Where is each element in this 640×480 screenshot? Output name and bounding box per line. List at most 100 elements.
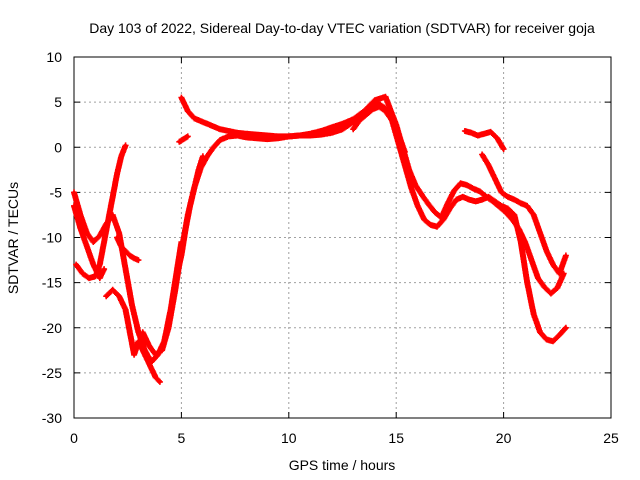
data-point: [98, 234, 102, 238]
data-point: [439, 216, 443, 220]
data-point: [491, 199, 495, 203]
data-point: [179, 96, 183, 100]
data-point: [136, 330, 141, 334]
data-point: [91, 262, 95, 267]
data-point: [362, 109, 366, 113]
data-point: [297, 133, 302, 138]
data-point: [128, 253, 132, 258]
data-point: [102, 267, 106, 271]
series-trace-b: [71, 202, 108, 282]
data-point: [186, 109, 190, 113]
data-point: [218, 138, 222, 142]
data-point: [512, 213, 516, 217]
data-point: [435, 225, 439, 229]
data-point: [115, 172, 119, 176]
data-point: [149, 366, 153, 370]
data-point: [564, 253, 568, 258]
data-point: [117, 231, 121, 235]
data-point: [358, 118, 362, 122]
data-point: [98, 262, 102, 267]
data-point: [461, 195, 465, 199]
data-point: [154, 353, 158, 357]
y-tick-label: 5: [54, 94, 62, 110]
data-point: [117, 294, 121, 298]
series-trace-j: [174, 153, 206, 277]
data-point: [452, 188, 456, 193]
data-point: [340, 122, 345, 126]
data-point: [403, 150, 407, 154]
data-point: [542, 285, 547, 289]
x-tick-label: 5: [178, 430, 186, 446]
data-point: [265, 133, 269, 138]
data-point: [227, 129, 231, 133]
y-tick-label: -15: [42, 275, 62, 291]
data-point: [454, 197, 458, 202]
data-point: [383, 95, 388, 99]
data-point: [308, 132, 312, 136]
data-point: [276, 134, 280, 139]
data-point: [205, 154, 209, 158]
data-point: [469, 131, 473, 135]
data-point: [123, 267, 128, 271]
data-point: [525, 204, 529, 208]
y-tick-label: -20: [42, 320, 62, 336]
data-point: [186, 134, 190, 139]
data-point: [564, 326, 568, 330]
data-point: [532, 312, 536, 316]
y-tick-label: -30: [42, 410, 62, 426]
data-point: [188, 204, 192, 208]
data-point: [98, 276, 102, 280]
data-point: [471, 187, 476, 191]
data-point: [119, 244, 123, 249]
series-trace-h: [479, 151, 569, 277]
data-point: [132, 353, 136, 357]
data-point: [448, 207, 452, 211]
data-point: [493, 177, 497, 181]
series-trace-l: [350, 103, 408, 155]
data-point: [499, 190, 504, 194]
data-point: [74, 262, 78, 267]
series-trace-c: [73, 142, 129, 282]
data-point: [199, 119, 203, 123]
data-point: [364, 113, 368, 117]
data-point: [551, 339, 555, 343]
data-point: [160, 348, 164, 352]
data-point: [536, 276, 540, 280]
data-point: [529, 258, 534, 262]
data-point: [486, 163, 491, 167]
data-point: [351, 117, 355, 121]
data-point: [476, 133, 480, 138]
data-point: [480, 197, 484, 202]
data-point: [173, 290, 177, 294]
data-point: [212, 124, 216, 129]
data-point: [467, 197, 471, 202]
data-point: [123, 249, 128, 253]
data-point: [235, 131, 239, 135]
data-point: [102, 240, 106, 244]
y-tick-label: -25: [42, 365, 62, 381]
data-point: [544, 337, 549, 342]
data-point: [244, 132, 248, 136]
data-point: [478, 189, 482, 194]
data-point: [390, 118, 394, 122]
data-point: [497, 205, 501, 209]
data-point: [538, 330, 542, 334]
data-point: [551, 262, 555, 267]
data-point: [104, 294, 108, 298]
data-point: [128, 330, 132, 334]
data-point: [136, 339, 141, 343]
data-point: [106, 217, 110, 222]
data-point: [147, 344, 151, 348]
data-point: [555, 286, 559, 290]
data-point: [254, 133, 259, 137]
data-point: [446, 201, 450, 205]
data-point: [205, 122, 209, 126]
data-point: [123, 308, 128, 312]
data-point: [383, 109, 388, 113]
x-tick-label: 15: [388, 430, 404, 446]
series-trace-f: [139, 100, 569, 358]
data-point: [111, 288, 115, 292]
x-tick-label: 25: [603, 430, 619, 446]
data-point: [227, 134, 231, 139]
